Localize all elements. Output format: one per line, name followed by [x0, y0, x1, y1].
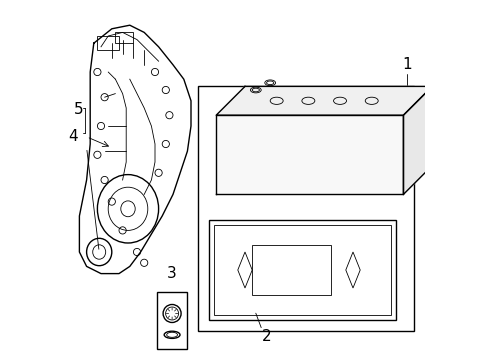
Text: 2: 2: [262, 329, 271, 345]
Bar: [198, 86, 414, 331]
Polygon shape: [216, 115, 403, 194]
Bar: [215, 225, 391, 315]
Text: 4: 4: [68, 129, 77, 144]
Text: 5: 5: [74, 102, 84, 117]
Text: 3: 3: [167, 266, 177, 281]
Bar: [209, 220, 396, 320]
Polygon shape: [216, 86, 432, 115]
Bar: [252, 245, 331, 295]
Text: 1: 1: [402, 57, 412, 72]
Bar: [116, 32, 133, 43]
Bar: [157, 292, 187, 349]
Bar: [98, 36, 119, 50]
Polygon shape: [403, 86, 432, 194]
